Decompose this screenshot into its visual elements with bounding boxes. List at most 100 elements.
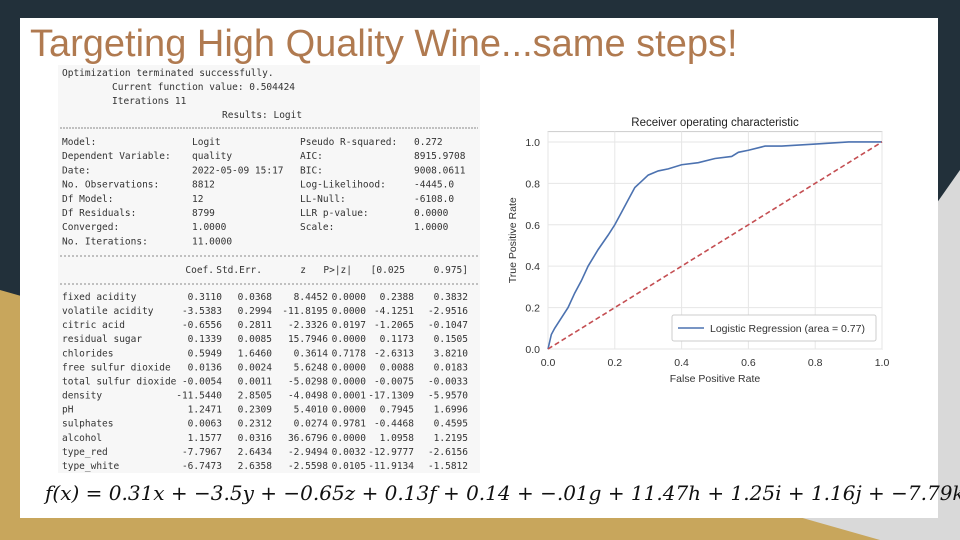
y-tick-label: 1.0 <box>525 137 540 149</box>
coef-cell: 0.3614 <box>294 348 329 359</box>
summary-cell: Date: <box>62 165 91 176</box>
coef-name: chlorides <box>62 348 113 359</box>
summary-cell: Log-Likelihood: <box>300 180 386 191</box>
summary-cell: 2022-05-09 15:17 <box>192 165 284 176</box>
coef-cell: 5.4010 <box>294 405 329 416</box>
summary-cell: LLR p-value: <box>300 208 369 219</box>
coef-header: P>|z| <box>323 265 352 276</box>
coef-cell: 1.1577 <box>188 433 222 444</box>
x-tick-label: 0.6 <box>741 357 756 369</box>
coef-cell: -4.0498 <box>288 391 328 402</box>
coef-cell: -5.0298 <box>288 376 328 387</box>
coef-cell: -11.8195 <box>282 306 328 317</box>
coef-cell: 3.8210 <box>434 348 469 359</box>
x-tick-label: 0.2 <box>607 357 622 369</box>
summary-cell: 12 <box>192 194 203 205</box>
y-axis-label: True Positive Rate <box>507 197 519 283</box>
coef-cell: -0.6556 <box>182 320 222 331</box>
coef-cell: 0.9781 <box>332 419 367 430</box>
coef-cell: 1.6996 <box>434 405 469 416</box>
summary-cell: LL-Null: <box>300 194 346 205</box>
coef-cell: -4.1251 <box>374 306 414 317</box>
summary-cell: Converged: <box>62 222 119 233</box>
summary-cell: No. Observations: <box>62 180 159 191</box>
coef-header: z <box>300 265 306 276</box>
coef-cell: 0.0024 <box>238 362 273 373</box>
summary-cell: quality <box>192 151 232 162</box>
stats-line: Optimization terminated successfully. <box>62 68 274 79</box>
stats-line: Current function value: 0.504424 <box>112 82 295 93</box>
coef-cell: 0.0063 <box>188 419 222 430</box>
summary-cell: 0.0000 <box>414 208 449 219</box>
summary-cell: Dependent Variable: <box>62 151 171 162</box>
coef-cell: 0.2388 <box>380 292 415 303</box>
coef-cell: 0.2309 <box>238 405 273 416</box>
legend-box <box>671 314 877 342</box>
summary-cell: 0.272 <box>414 137 443 148</box>
coef-header: Std.Err. <box>216 265 262 276</box>
slide-title: Targeting High Quality Wine...same steps… <box>30 23 738 65</box>
coef-cell: 0.0368 <box>238 292 273 303</box>
coef-name: alcohol <box>62 433 102 444</box>
coef-cell: 0.0001 <box>332 391 367 402</box>
y-tick-label: 0.4 <box>525 261 540 273</box>
summary-cell: 8799 <box>192 208 215 219</box>
coef-cell: 0.3110 <box>188 292 223 303</box>
coef-cell: -12.9777 <box>368 447 414 458</box>
coef-name: density <box>62 391 102 402</box>
coef-cell: 5.6248 <box>294 362 329 373</box>
coef-cell: -2.3326 <box>288 320 328 331</box>
coef-cell: 0.0088 <box>380 362 415 373</box>
coef-cell: 1.0958 <box>380 433 415 444</box>
coef-header: 0.975] <box>434 265 468 276</box>
summary-cell: 11.0000 <box>192 236 232 247</box>
coef-cell: 0.7178 <box>332 348 367 359</box>
coef-cell: -7.7967 <box>182 447 222 458</box>
coef-cell: -2.9516 <box>428 306 468 317</box>
coef-cell: -6.7473 <box>182 461 222 472</box>
coef-cell: -2.9494 <box>288 447 328 458</box>
summary-cell: Df Model: <box>62 194 113 205</box>
coef-cell: 1.2195 <box>434 433 468 444</box>
summary-cell: 9008.0611 <box>414 165 466 176</box>
coef-cell: -2.5598 <box>288 461 328 472</box>
coef-name: total sulfur dioxide <box>62 376 177 387</box>
coef-cell: 0.0032 <box>332 447 366 458</box>
coef-cell: 0.1173 <box>380 334 414 345</box>
coef-cell: 2.6358 <box>238 461 273 472</box>
summary-cell: 1.0000 <box>192 222 227 233</box>
coef-cell: -11.5440 <box>176 391 222 402</box>
coef-cell: 0.0105 <box>332 461 366 472</box>
coef-name: type_red <box>62 447 108 458</box>
coef-cell: -2.6313 <box>374 348 414 359</box>
coef-cell: 0.1339 <box>188 334 223 345</box>
coef-cell: 0.0316 <box>238 433 273 444</box>
coef-cell: 0.0000 <box>332 433 367 444</box>
coef-cell: 0.0000 <box>332 306 367 317</box>
coef-cell: 0.0000 <box>332 405 367 416</box>
coef-cell: -11.9134 <box>368 461 414 472</box>
summary-cell: Scale: <box>300 222 334 233</box>
coef-name: pH <box>62 405 74 416</box>
summary-cell: BIC: <box>300 165 323 176</box>
stats-line: Iterations 11 <box>112 96 187 107</box>
coef-cell: 15.7946 <box>288 334 328 345</box>
y-tick-label: 0.2 <box>525 303 540 315</box>
summary-cell: Model: <box>62 137 96 148</box>
summary-cell: AIC: <box>300 151 323 162</box>
results-title: Results: Logit <box>222 110 302 121</box>
summary-cell: 8812 <box>192 180 215 191</box>
coef-name: citric acid <box>62 320 125 331</box>
coef-cell: 8.4452 <box>294 292 328 303</box>
coef-cell: -17.1309 <box>368 391 414 402</box>
coef-cell: -0.0033 <box>428 376 468 387</box>
summary-cell: No. Iterations: <box>62 236 148 247</box>
coef-cell: 36.6796 <box>288 433 328 444</box>
coef-cell: 0.2811 <box>238 320 273 331</box>
summary-cell: -6108.0 <box>414 194 454 205</box>
formula: f(x) = 0.31x + −3.5y + −0.65z + 0.13f + … <box>43 481 960 505</box>
x-tick-label: 0.0 <box>541 357 556 369</box>
coef-cell: 0.1505 <box>434 334 468 345</box>
coef-name: fixed acidity <box>62 292 137 303</box>
legend-label: Logistic Regression (area = 0.77) <box>710 323 865 335</box>
